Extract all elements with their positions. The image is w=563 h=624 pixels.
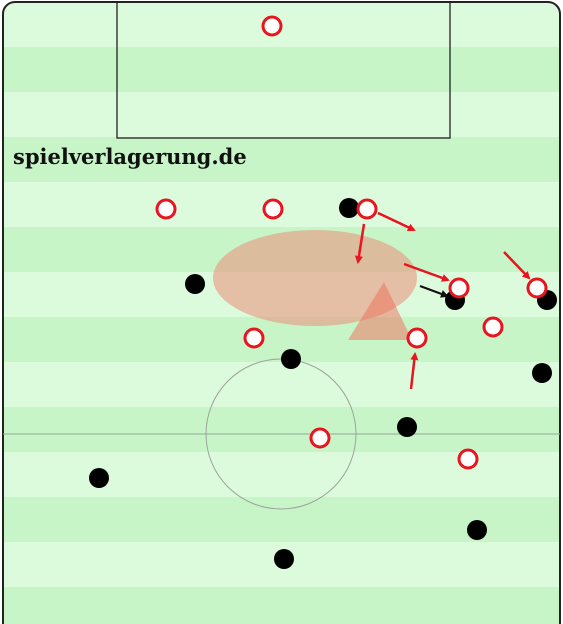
black-player-marker xyxy=(89,468,109,488)
pressing-zone-ellipse xyxy=(213,230,417,326)
red-player-marker xyxy=(155,198,177,220)
pitch-stripe xyxy=(3,497,560,542)
pitch-stripe xyxy=(3,587,560,624)
pitch-stripe xyxy=(3,407,560,452)
red-goalkeeper-marker xyxy=(261,15,283,37)
run-arrow xyxy=(409,352,419,390)
red-player-marker xyxy=(243,327,265,349)
pressing-zone xyxy=(213,230,417,340)
black-player-marker xyxy=(274,549,294,569)
red-player-marker xyxy=(457,448,479,470)
run-arrow xyxy=(503,251,531,280)
pitch-stripe xyxy=(3,47,560,92)
movement-arrows xyxy=(354,211,531,390)
run-arrow xyxy=(403,262,450,282)
watermark-text: spielverlagerung.de xyxy=(13,144,247,169)
pitch-stripe xyxy=(3,92,560,137)
black-player-marker xyxy=(185,274,205,294)
black-player-marker xyxy=(532,363,552,383)
run-arrow xyxy=(354,223,366,264)
red-player-marker xyxy=(406,327,428,349)
black-player-marker xyxy=(339,198,359,218)
pitch-stripe xyxy=(3,137,560,182)
black-player-marker xyxy=(281,349,301,369)
black-player-marker xyxy=(397,417,417,437)
red-player-marker xyxy=(526,277,548,299)
penalty-box xyxy=(116,1,451,139)
pass-arrow xyxy=(419,285,449,298)
red-player-marker xyxy=(448,277,470,299)
red-player-marker xyxy=(309,427,331,449)
pitch-stripe xyxy=(3,317,560,362)
red-player-marker xyxy=(262,198,284,220)
pressing-zone-cone xyxy=(348,282,412,340)
black-team xyxy=(89,198,557,569)
black-player-marker xyxy=(467,520,487,540)
pitch-stripe xyxy=(3,362,560,407)
red-team xyxy=(155,15,548,470)
run-arrow xyxy=(377,211,416,232)
red-player-marker xyxy=(482,316,504,338)
red-player-marker xyxy=(356,198,378,220)
